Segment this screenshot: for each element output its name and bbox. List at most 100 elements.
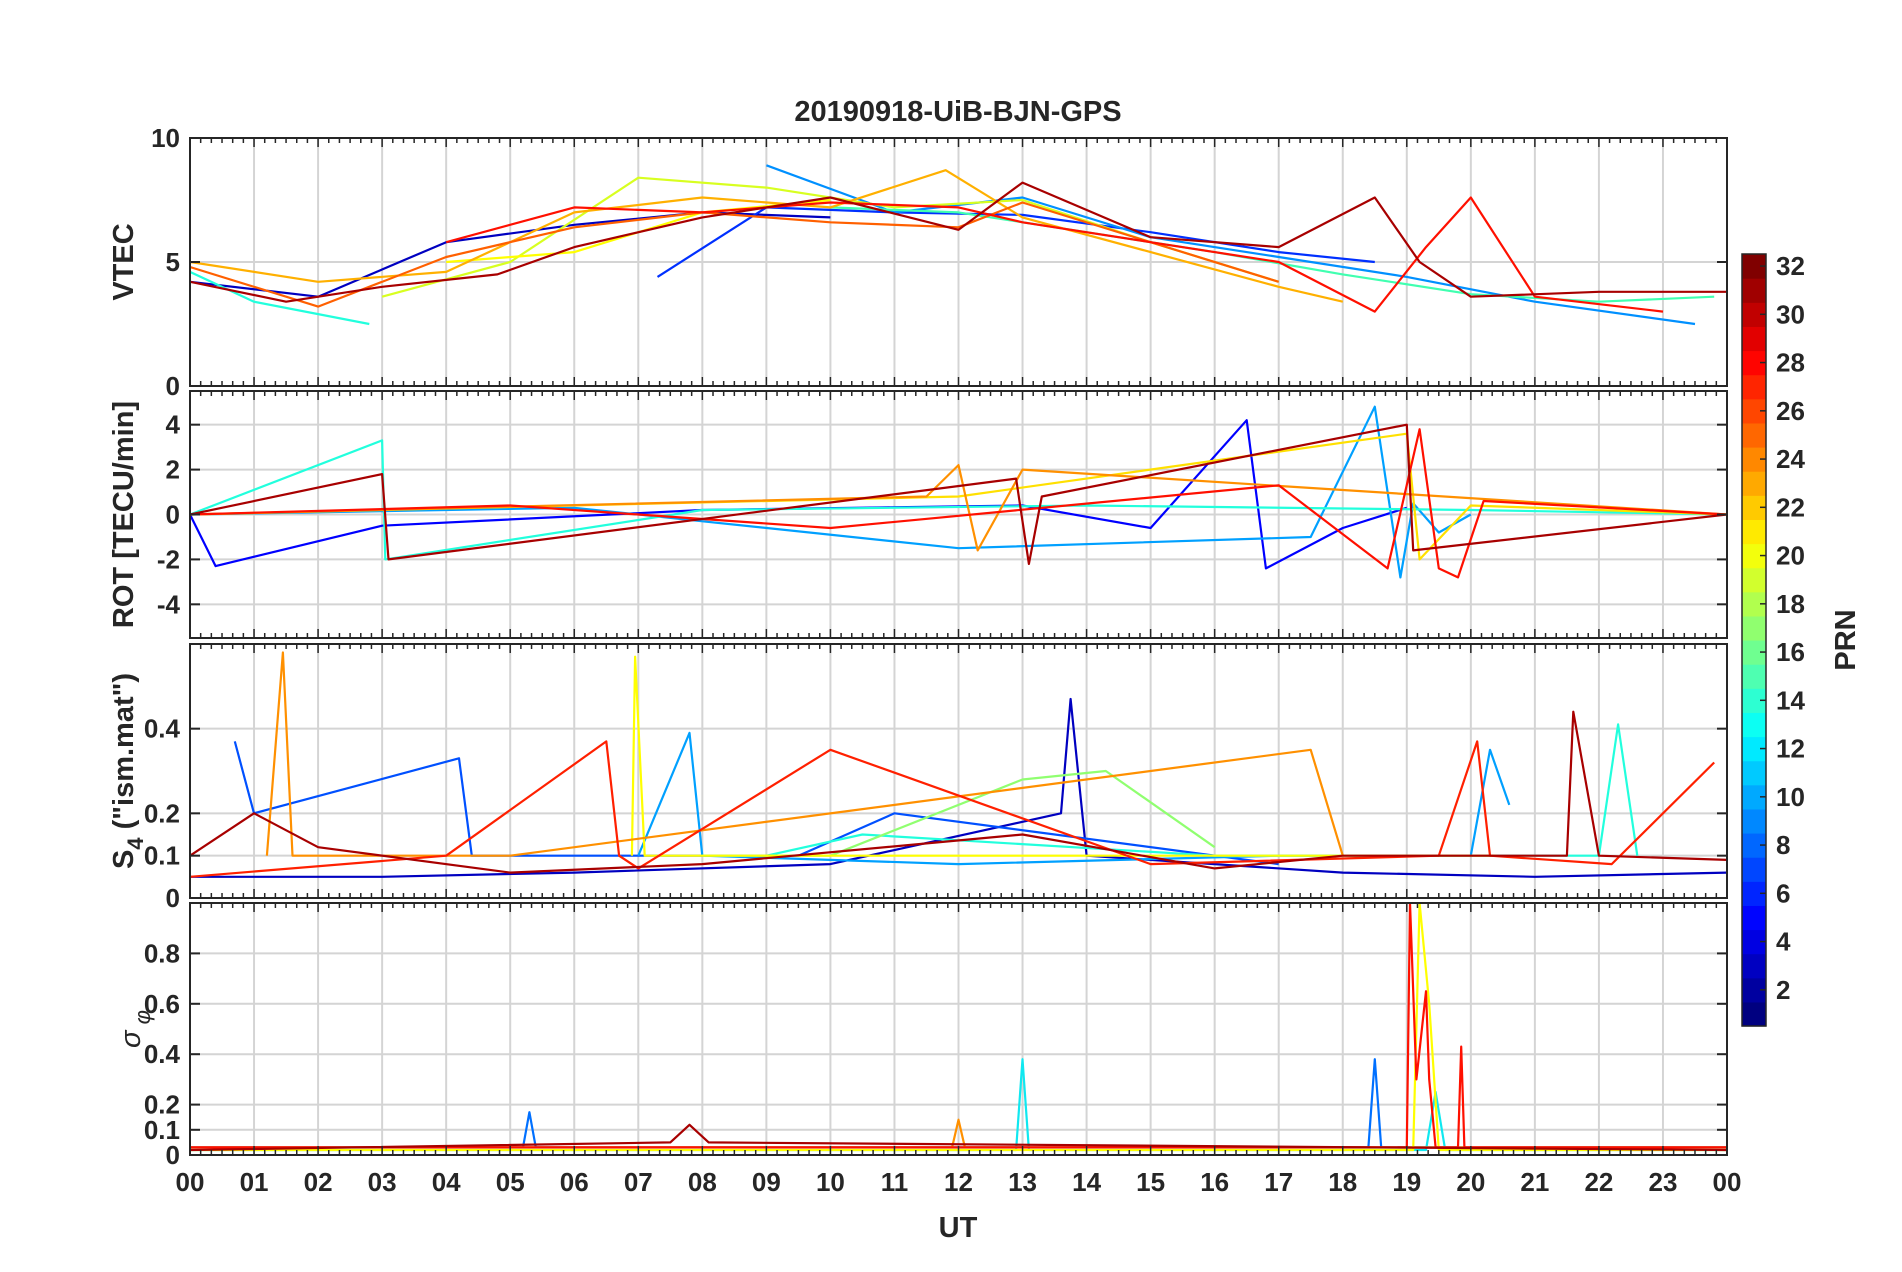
series-prn-31 <box>190 423 1727 566</box>
x-tick-label: 06 <box>560 1167 589 1197</box>
panel-3: 0 0.1 0.2 0.4S4 ("ism.mat") <box>108 643 1728 913</box>
y-tick-label: 5 <box>166 247 180 277</box>
x-tick-label: 05 <box>496 1167 525 1197</box>
series-prn-15 <box>830 206 1715 303</box>
series-group <box>190 651 1727 878</box>
y-tick-label: -4 <box>157 589 181 619</box>
colorbar-tick-label: 8 <box>1776 830 1790 860</box>
y-tick-label: 0.2 <box>144 1090 180 1120</box>
x-tick-label: 01 <box>240 1167 269 1197</box>
series-prn-28 <box>445 196 1664 313</box>
colorbar-tick-label: 6 <box>1776 878 1790 908</box>
colorbar-segment <box>1742 374 1766 400</box>
y-tick-label: 0.1 <box>144 841 180 871</box>
y-axis-label: S4 ("ism.mat") <box>108 673 148 869</box>
y-tick-label: 0 <box>166 1140 180 1170</box>
series-prn-11 <box>637 731 1511 866</box>
y-tick-label: 0 <box>166 371 180 401</box>
series-prn-3 <box>190 419 1408 570</box>
series-prn-31 <box>190 181 1727 303</box>
y-axis-label: σ φ <box>115 1010 155 1048</box>
y-tick-label: 10 <box>151 123 180 153</box>
y-axis-label: VTEC <box>108 223 140 300</box>
x-tick-label: 07 <box>624 1167 653 1197</box>
colorbar-segment <box>1742 905 1766 931</box>
colorbar-segment <box>1742 808 1766 834</box>
y-tick-label: -2 <box>157 544 180 574</box>
colorbar-frame <box>1741 253 1767 1027</box>
x-tick-label: 20 <box>1456 1167 1485 1197</box>
series-prn-27 <box>190 740 1715 878</box>
series-prn-31 <box>190 710 1727 874</box>
series-prn-14 <box>766 723 1639 857</box>
series-prn-31 <box>190 1123 1727 1152</box>
series-prn-20 <box>190 903 1727 1152</box>
x-tick-label: 15 <box>1136 1167 1165 1197</box>
series-prn-28 <box>190 903 1727 1149</box>
y-tick-label: 0.2 <box>144 798 180 828</box>
x-tick-label: 02 <box>304 1167 333 1197</box>
x-tick-label: 09 <box>752 1167 781 1197</box>
x-tick-label: 03 <box>368 1167 397 1197</box>
series-group <box>190 405 1727 579</box>
panel-2: -4 -2 0 2 4 ROT [TECU/min] <box>108 390 1728 639</box>
colorbar-segment <box>1742 567 1766 593</box>
x-axis-label: UT <box>939 1212 978 1244</box>
shared-x-axis: 00 01 02 03 04 05 06 07 08 09 10 11 12 13 14 15 16 17 18 19… <box>176 1167 1742 1197</box>
x-tick-label: 12 <box>944 1167 973 1197</box>
y-tick-label: 0.4 <box>144 1039 181 1069</box>
colorbar-segment <box>1742 857 1766 882</box>
y-tick-label: 0.8 <box>144 938 180 968</box>
colorbar-tick-label: 26 <box>1776 396 1805 426</box>
colorbar-tick-label: 20 <box>1776 541 1805 571</box>
x-tick-label: 00 <box>1713 1167 1742 1197</box>
colorbar-segment <box>1742 760 1766 786</box>
colorbar-segment <box>1742 422 1766 448</box>
colorbar-tick-label: 18 <box>1776 589 1805 619</box>
colorbar-segment <box>1742 278 1766 303</box>
colorbar-tick-label: 30 <box>1776 299 1805 329</box>
y-tick-label: 2 <box>166 455 180 485</box>
x-tick-label: 21 <box>1520 1167 1549 1197</box>
x-tick-label: 04 <box>432 1167 461 1197</box>
y-tick-label: 0 <box>166 500 180 530</box>
panel-4: 00.10.2 0.4 0.6 0.8 σ φ <box>115 902 1728 1170</box>
x-tick-label: 11 <box>881 1167 909 1197</box>
colorbar-segment <box>1742 326 1766 352</box>
colorbar-segment <box>1742 471 1766 496</box>
x-tick-label: 14 <box>1072 1167 1101 1197</box>
x-tick-label: 13 <box>1008 1167 1037 1197</box>
colorbar-segment <box>1742 664 1766 689</box>
x-tick-label: 17 <box>1264 1167 1293 1197</box>
x-tick-label: 00 <box>176 1167 205 1197</box>
colorbar-tick-label: 10 <box>1776 782 1805 812</box>
series-prn-14 <box>190 270 370 326</box>
y-tick-label: 0.4 <box>144 714 181 744</box>
x-tick-label: 18 <box>1328 1167 1357 1197</box>
series-prn-22 <box>190 169 1344 303</box>
series-group <box>190 903 1727 1152</box>
colorbar-tick-label: 32 <box>1776 251 1805 281</box>
y-tick-label: 4 <box>166 410 181 440</box>
x-tick-label: 16 <box>1200 1167 1229 1197</box>
x-tick-label: 22 <box>1584 1167 1613 1197</box>
y-tick-label: 0 <box>166 883 180 913</box>
x-tick-label: 23 <box>1648 1167 1677 1197</box>
colorbar-segment <box>1742 519 1766 545</box>
panel-1: 0 5 10 VTEC <box>108 123 1728 401</box>
x-tick-label: 10 <box>816 1167 845 1197</box>
colorbar-segment <box>1742 953 1766 979</box>
series-group <box>190 164 1727 326</box>
series-prn-25 <box>190 201 1280 308</box>
y-tick-label: 0.1 <box>144 1115 180 1145</box>
series-prn-2 <box>190 697 1727 878</box>
colorbar-segment <box>1742 1001 1766 1027</box>
colorbar-tick-label: 24 <box>1776 444 1805 474</box>
series-prn-6 <box>233 741 1279 866</box>
colorbar-segment <box>1742 712 1766 738</box>
colorbar-tick-label: 4 <box>1776 927 1791 957</box>
colorbar-tick-label: 12 <box>1776 734 1805 764</box>
